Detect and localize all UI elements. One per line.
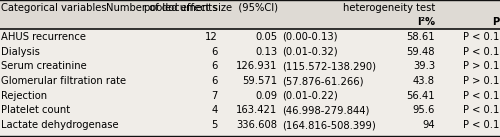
- Text: 59.571: 59.571: [242, 76, 278, 86]
- Text: 4: 4: [211, 105, 218, 115]
- Text: 56.41: 56.41: [406, 91, 435, 101]
- Text: 6: 6: [211, 47, 218, 57]
- Text: AHUS recurrence: AHUS recurrence: [1, 32, 86, 42]
- Text: 336.608: 336.608: [236, 120, 278, 130]
- Text: 163.421: 163.421: [236, 105, 278, 115]
- Text: Platelet count: Platelet count: [1, 105, 70, 115]
- Text: 43.8: 43.8: [413, 76, 435, 86]
- Text: 94: 94: [422, 120, 435, 130]
- Text: 12: 12: [205, 32, 218, 42]
- Text: 0.09: 0.09: [256, 91, 278, 101]
- Text: Serum creatinine: Serum creatinine: [1, 61, 87, 71]
- Text: Dialysis: Dialysis: [1, 47, 40, 57]
- Text: (57.876-61.266): (57.876-61.266): [282, 76, 364, 86]
- Text: 95.6: 95.6: [412, 105, 435, 115]
- Text: pooled effect size  (95%CI): pooled effect size (95%CI): [144, 3, 278, 13]
- Text: Number of documents: Number of documents: [106, 3, 218, 13]
- Text: P < 0.1: P < 0.1: [462, 120, 499, 130]
- Text: (0.01-0.22): (0.01-0.22): [282, 91, 338, 101]
- Text: (164.816-508.399): (164.816-508.399): [282, 120, 376, 130]
- Text: P < 0.1: P < 0.1: [462, 32, 499, 42]
- Text: Glomerular filtration rate: Glomerular filtration rate: [1, 76, 126, 86]
- Text: 5: 5: [211, 120, 218, 130]
- Bar: [0, 0, 500, 29]
- Text: 6: 6: [211, 76, 218, 86]
- Text: I²%: I²%: [417, 17, 435, 27]
- Text: (0.00-0.13): (0.00-0.13): [282, 32, 338, 42]
- Text: 6: 6: [211, 61, 218, 71]
- Text: P < 0.1: P < 0.1: [462, 105, 499, 115]
- Text: 59.48: 59.48: [406, 47, 435, 57]
- Text: 0.13: 0.13: [256, 47, 278, 57]
- Text: P: P: [492, 17, 499, 27]
- Text: 0.05: 0.05: [256, 32, 278, 42]
- Text: 39.3: 39.3: [413, 61, 435, 71]
- Text: P < 0.1: P < 0.1: [462, 91, 499, 101]
- Text: P > 0.1: P > 0.1: [462, 76, 499, 86]
- Text: (115.572-138.290): (115.572-138.290): [282, 61, 376, 71]
- Text: 7: 7: [211, 91, 218, 101]
- Text: P > 0.1: P > 0.1: [462, 61, 499, 71]
- Text: (46.998-279.844): (46.998-279.844): [282, 105, 370, 115]
- Text: (0.01-0.32): (0.01-0.32): [282, 47, 338, 57]
- Text: 58.61: 58.61: [406, 32, 435, 42]
- Text: Categorical variables: Categorical variables: [1, 3, 106, 13]
- Text: P < 0.1: P < 0.1: [462, 47, 499, 57]
- Text: 126.931: 126.931: [236, 61, 278, 71]
- Text: Lactate dehydrogenase: Lactate dehydrogenase: [1, 120, 118, 130]
- Text: Rejection: Rejection: [1, 91, 47, 101]
- Text: heterogeneity test: heterogeneity test: [343, 3, 435, 13]
